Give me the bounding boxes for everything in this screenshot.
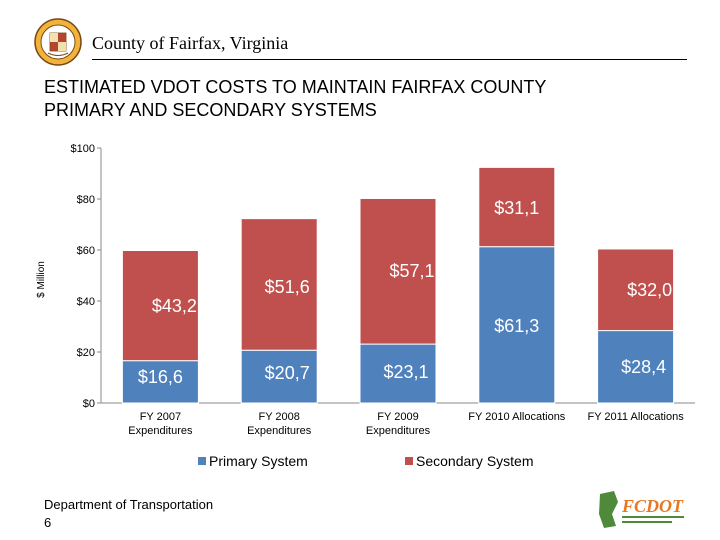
bar-secondary-system xyxy=(121,250,199,362)
data-label-secondary: $51,6 xyxy=(265,277,310,297)
data-label-secondary: $57,1 xyxy=(389,261,434,281)
page-number: 6 xyxy=(44,515,52,530)
legend-label-primary: Primary System xyxy=(209,453,308,469)
footer-department: Department of Transportation xyxy=(44,497,214,512)
y-tick-label: $0 xyxy=(83,398,95,410)
bar-secondary-system xyxy=(359,197,437,345)
bar-secondary-system xyxy=(240,218,318,351)
fcdot-logo-text: FCDOT xyxy=(621,496,684,516)
x-tick-label: FY 2011 Allocations xyxy=(587,411,684,423)
data-label-primary: $28,4 xyxy=(621,357,666,377)
data-label-secondary: $31,1 xyxy=(494,198,539,218)
y-tick-label: $60 xyxy=(77,245,95,257)
county-seal-icon xyxy=(34,18,82,66)
footer: Department of Transportation 6 xyxy=(44,496,213,532)
data-label-secondary: $43,2 xyxy=(152,296,197,316)
bar-primary-system xyxy=(359,343,437,404)
legend-swatch-primary xyxy=(198,457,206,465)
y-tick-label: $20 xyxy=(77,347,95,359)
bar-secondary-system xyxy=(597,248,675,332)
fcdot-logo-icon: FCDOT xyxy=(599,491,684,528)
legend-label-secondary: Secondary System xyxy=(416,453,534,469)
x-tick-label: FY 2010 Allocations xyxy=(468,411,566,423)
bar-primary-system xyxy=(121,360,199,404)
slide-title: ESTIMATED VDOT COSTS TO MAINTAIN FAIRFAX… xyxy=(44,76,684,122)
x-tick-label: Expenditures xyxy=(128,425,193,437)
legend-swatch-secondary xyxy=(405,457,413,465)
y-tick-label: $80 xyxy=(77,194,95,206)
x-tick-label: FY 2007 xyxy=(140,411,181,423)
data-label-primary: $16,6 xyxy=(138,367,183,387)
data-label-secondary: $32,0 xyxy=(627,280,672,300)
data-label-primary: $20,7 xyxy=(265,363,310,383)
x-tick-label: FY 2008 xyxy=(259,411,300,423)
bar-primary-system xyxy=(597,330,675,404)
x-tick-label: Expenditures xyxy=(366,425,431,437)
data-label-primary: $23,1 xyxy=(383,362,428,382)
data-label-primary: $61,3 xyxy=(494,316,539,336)
x-tick-label: FY 2009 xyxy=(377,411,418,423)
header-title: County of Fairfax, Virginia xyxy=(92,33,289,53)
header-divider xyxy=(92,59,687,60)
slide-title-line-2: PRIMARY AND SECONDARY SYSTEMS xyxy=(44,100,377,120)
y-tick-label: $100 xyxy=(71,143,95,155)
y-axis-label: $ Million xyxy=(36,261,47,298)
bar-secondary-system xyxy=(478,166,556,248)
bar-primary-system xyxy=(478,246,556,404)
slide-title-line-1: ESTIMATED VDOT COSTS TO MAINTAIN FAIRFAX… xyxy=(44,77,547,97)
x-tick-label: Expenditures xyxy=(247,425,312,437)
y-tick-label: $40 xyxy=(77,296,95,308)
